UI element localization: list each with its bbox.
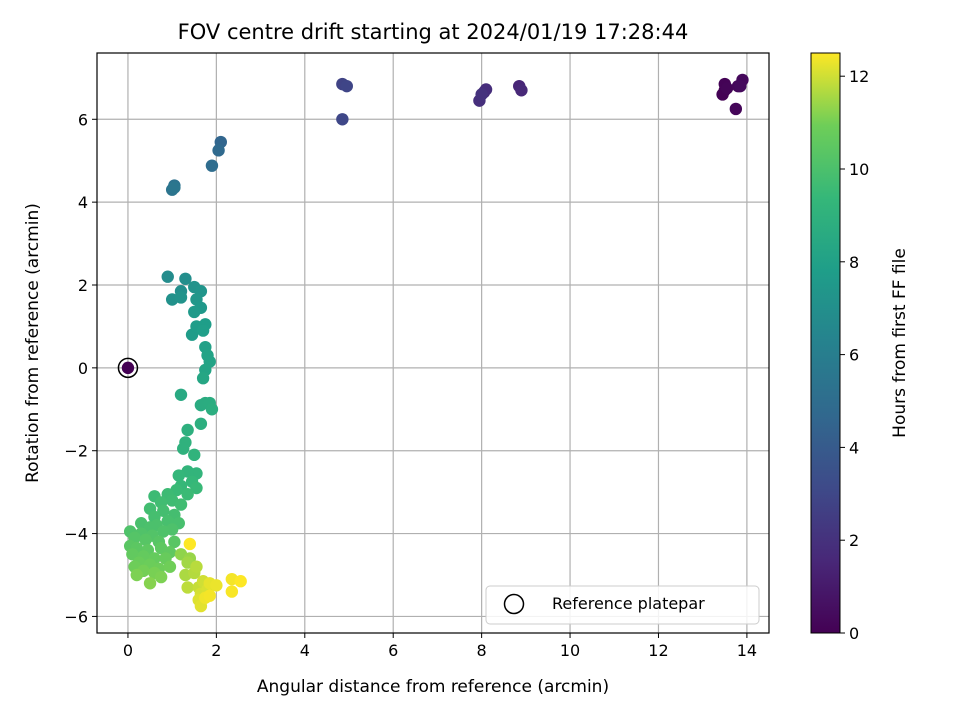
plot-frame <box>96 52 770 634</box>
data-point <box>205 403 219 416</box>
x-axis-ticks: 0 2 4 6 8 10 12 14 <box>123 633 757 660</box>
data-point <box>196 324 210 337</box>
data-point <box>157 525 170 538</box>
colorbar-tick-label: 8 <box>849 253 859 272</box>
y-tick-label: 4 <box>78 193 88 212</box>
chart-title: FOV centre drift starting at 2024/01/19 … <box>178 20 689 44</box>
colorbar-tick-label: 4 <box>849 438 859 457</box>
data-point <box>154 570 168 584</box>
data-point <box>143 577 157 590</box>
y-tick-label: −6 <box>64 607 88 626</box>
data-point <box>225 585 239 598</box>
y-tick-label: 2 <box>78 276 88 295</box>
colorbar-gradient <box>810 52 841 634</box>
grid-lines <box>97 53 769 633</box>
data-point <box>234 575 247 588</box>
data-point <box>126 548 139 561</box>
colorbar-tick-label: 6 <box>849 346 859 365</box>
colorbar-label: Hours from first FF file <box>890 248 910 438</box>
data-point <box>181 423 194 437</box>
data-point <box>475 88 488 101</box>
data-point <box>157 504 170 517</box>
y-axis-label: Rotation from reference (arcmin) <box>23 203 43 483</box>
legend-entry-reference: Reference platepar <box>552 594 705 613</box>
reference-point-ring <box>117 357 139 379</box>
x-tick-label: 12 <box>648 641 668 660</box>
data-point <box>130 568 143 582</box>
data-point <box>190 560 203 573</box>
data-point <box>174 498 188 511</box>
colorbar-ticks: 0 2 4 6 8 10 12 <box>840 67 869 643</box>
y-tick-label: −4 <box>64 525 88 544</box>
legend-box <box>485 585 760 625</box>
data-point <box>729 102 743 116</box>
x-tick-label: 4 <box>300 641 310 660</box>
x-tick-label: 10 <box>560 641 580 660</box>
data-point <box>161 270 174 283</box>
data-point <box>720 82 734 95</box>
data-point <box>181 488 194 501</box>
x-tick-label: 0 <box>123 641 133 660</box>
data-point <box>174 291 188 304</box>
data-point <box>188 448 201 462</box>
data-point <box>190 481 203 495</box>
data-point <box>203 589 216 602</box>
x-tick-label: 14 <box>737 641 757 660</box>
reference-point-dot <box>121 361 135 375</box>
data-point <box>196 372 210 385</box>
data-point <box>172 469 185 482</box>
data-point <box>168 181 181 194</box>
legend: Reference platepar <box>485 585 760 625</box>
colorbar: 0 2 4 6 8 10 12 Hours from first FF file <box>810 52 910 643</box>
data-point <box>515 84 528 97</box>
data-point <box>181 581 194 594</box>
x-axis-label: Angular distance from reference (arcmin) <box>257 677 609 697</box>
y-tick-label: 6 <box>78 110 88 129</box>
data-points <box>123 73 749 613</box>
x-tick-label: 2 <box>211 641 221 660</box>
x-tick-label: 8 <box>477 641 487 660</box>
colorbar-tick-label: 2 <box>849 531 859 550</box>
legend-reference-marker-icon <box>503 593 525 615</box>
y-tick-label: −2 <box>64 442 88 461</box>
colorbar-tick-label: 12 <box>849 67 869 86</box>
data-point <box>194 417 208 430</box>
data-point <box>177 442 190 455</box>
data-point <box>163 560 177 573</box>
colorbar-tick-label: 10 <box>849 160 869 179</box>
reference-marker <box>117 357 139 379</box>
data-point <box>336 113 349 126</box>
data-point <box>340 79 353 93</box>
colorbar-tick-label: 0 <box>849 624 859 643</box>
x-tick-label: 6 <box>388 641 398 660</box>
y-tick-label: 0 <box>78 359 88 378</box>
y-axis-ticks: −6 −4 −2 0 2 4 6 <box>64 110 97 626</box>
data-point <box>183 537 197 551</box>
data-point <box>179 272 192 285</box>
data-point <box>139 533 152 546</box>
data-point <box>734 79 747 93</box>
data-point <box>205 159 219 172</box>
data-point <box>188 305 201 319</box>
data-point <box>174 388 188 401</box>
data-point <box>210 579 223 592</box>
data-point <box>168 535 181 549</box>
data-point <box>212 144 225 157</box>
